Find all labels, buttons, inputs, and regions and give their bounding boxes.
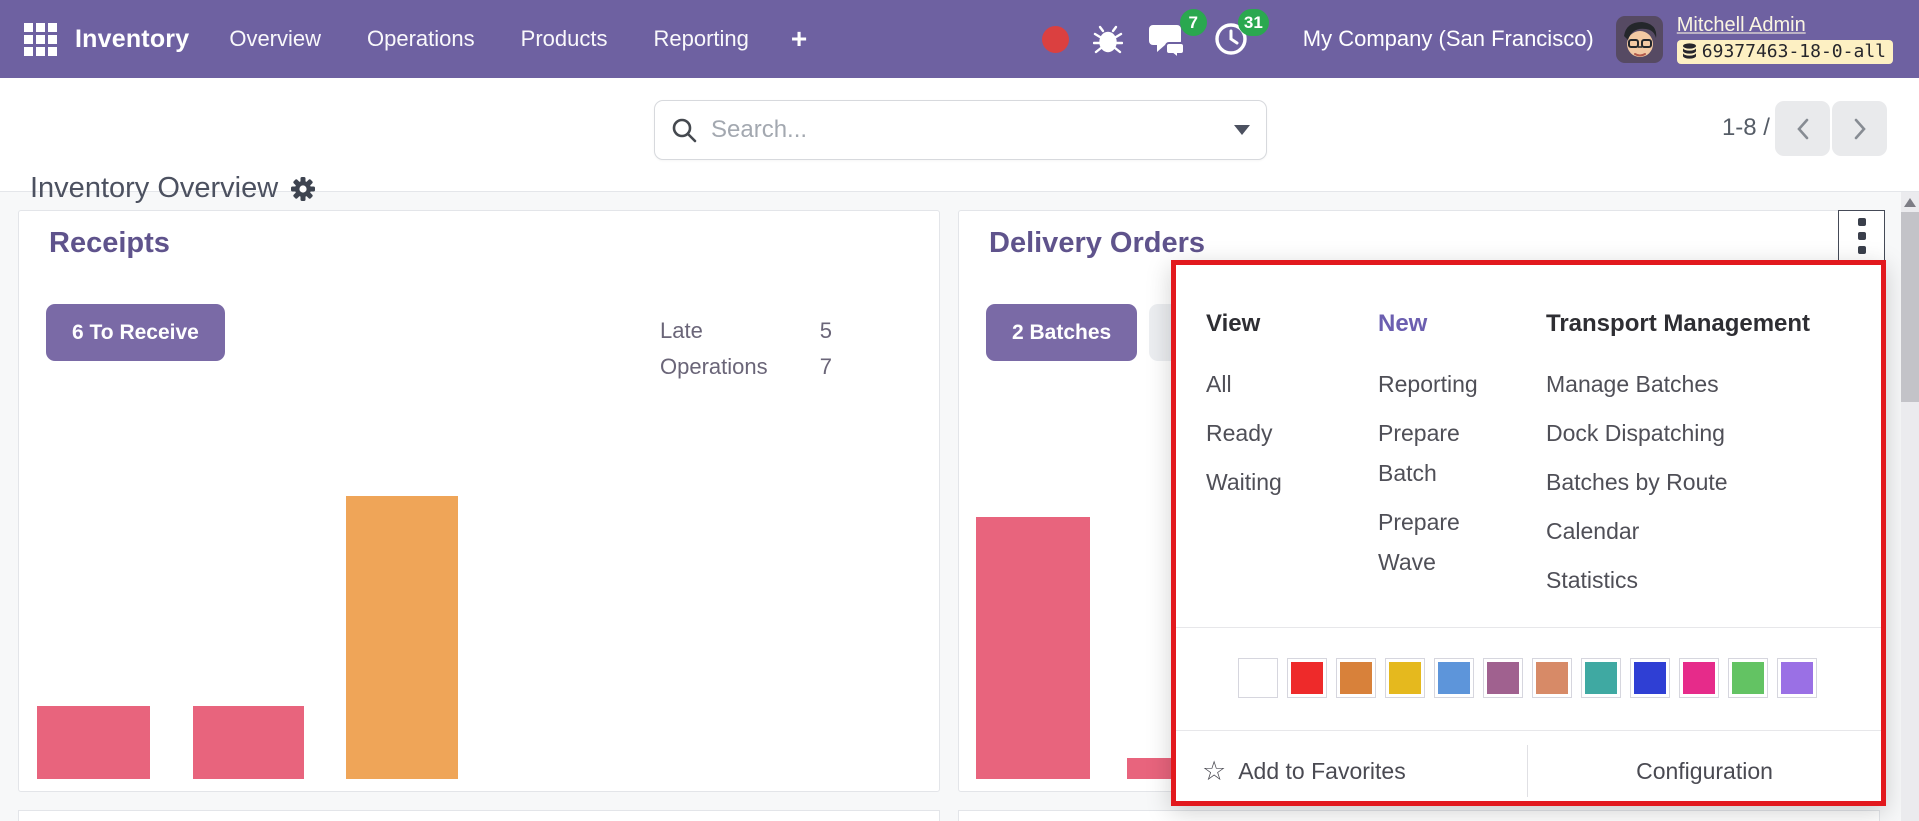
menu-item-prepare-batch[interactable]: Prepare Batch xyxy=(1378,420,1460,486)
database-icon xyxy=(1682,42,1696,59)
search-icon xyxy=(672,118,697,143)
debug-bug-icon[interactable] xyxy=(1092,23,1123,55)
breadcrumb: Inventory Overview xyxy=(30,172,316,205)
messages-icon[interactable]: 7 xyxy=(1148,9,1207,57)
color-swatch-11[interactable] xyxy=(1777,658,1817,698)
dropdown-section-view: View All Ready Waiting xyxy=(1206,310,1351,511)
menu-item-all[interactable]: All xyxy=(1206,371,1232,397)
menu-item-waiting[interactable]: Waiting xyxy=(1206,469,1282,495)
receipts-stats: Late 5 Operations 7 xyxy=(660,313,832,385)
menu-products[interactable]: Products xyxy=(520,26,608,51)
section-title-new: New xyxy=(1378,310,1428,337)
page-title: Inventory Overview xyxy=(30,172,279,204)
avatar[interactable] xyxy=(1615,15,1663,63)
user-menu[interactable]: Mitchell Admin 69377463-18-0-all xyxy=(1676,14,1893,64)
dropdown-footer: ☆ Add to Favorites Configuration xyxy=(1176,731,1881,811)
activities-clock-icon[interactable]: 31 xyxy=(1213,9,1269,57)
color-swatch-6[interactable] xyxy=(1532,658,1572,698)
scrollbar-thumb[interactable] xyxy=(1901,212,1919,402)
dropdown-section-transport: Transport Management Manage Batches Dock… xyxy=(1546,310,1876,609)
next-row-card-left xyxy=(18,810,940,821)
card-kebab-menu-button[interactable] xyxy=(1838,210,1885,261)
user-name[interactable]: Mitchell Admin xyxy=(1676,14,1806,36)
messages-count-badge: 7 xyxy=(1179,9,1207,36)
color-swatch-9[interactable] xyxy=(1679,658,1719,698)
dropdown-section-new: New Reporting Prepare Batch Prepare Wave xyxy=(1378,310,1510,591)
configuration-button[interactable]: Configuration xyxy=(1636,757,1773,784)
delivery-primary-button[interactable]: 2 Batches xyxy=(986,304,1138,361)
vertical-scrollbar[interactable] xyxy=(1901,192,1919,821)
menu-item-reporting[interactable]: Reporting xyxy=(1378,371,1478,397)
dropdown-divider xyxy=(1176,730,1881,731)
receipts-bar-chart xyxy=(19,359,939,779)
color-swatch-10[interactable] xyxy=(1728,658,1768,698)
menu-reporting[interactable]: Reporting xyxy=(653,26,749,51)
menu-operations[interactable]: Operations xyxy=(367,26,475,51)
chart-bar[interactable] xyxy=(346,496,458,779)
scroll-up-arrow-icon[interactable] xyxy=(1904,198,1916,207)
activities-count-badge: 31 xyxy=(1237,9,1269,36)
stat-operations[interactable]: Operations 7 xyxy=(660,354,832,379)
menu-item-calendar[interactable]: Calendar xyxy=(1546,518,1640,544)
menu-item-prepare-wave[interactable]: Prepare Wave xyxy=(1378,509,1460,575)
dropdown-divider xyxy=(1176,627,1881,628)
chart-bar[interactable] xyxy=(37,706,150,779)
menu-item-statistics[interactable]: Statistics xyxy=(1546,567,1639,593)
chart-bar[interactable] xyxy=(976,517,1090,779)
color-swatch-4[interactable] xyxy=(1434,658,1474,698)
delivery-card-title[interactable]: Delivery Orders xyxy=(989,227,1206,259)
top-navbar: Inventory Overview Operations Products R… xyxy=(0,0,1919,78)
plus-icon[interactable]: + xyxy=(790,23,808,54)
search-input[interactable] xyxy=(711,116,1224,144)
color-picker xyxy=(1238,658,1817,698)
color-swatch-7[interactable] xyxy=(1581,658,1621,698)
color-swatch-2[interactable] xyxy=(1336,658,1376,698)
menu-item-dock-dispatching[interactable]: Dock Dispatching xyxy=(1546,420,1725,446)
search-dropdown-caret-icon[interactable] xyxy=(1234,125,1250,135)
pager-previous-button[interactable] xyxy=(1775,101,1830,156)
company-switcher[interactable]: My Company (San Francisco) xyxy=(1302,26,1594,51)
stat-late[interactable]: Late 5 xyxy=(660,318,832,343)
delivery-bar-chart xyxy=(959,359,1879,779)
footer-divider xyxy=(1527,745,1528,797)
menu-item-batches-by-route[interactable]: Batches by Route xyxy=(1546,469,1728,495)
color-swatch-8[interactable] xyxy=(1630,658,1670,698)
database-badge: 69377463-18-0-all xyxy=(1676,40,1893,64)
color-swatch-1[interactable] xyxy=(1287,658,1327,698)
record-indicator-icon[interactable] xyxy=(1041,25,1069,53)
chart-bar[interactable] xyxy=(193,706,304,779)
menu-overview[interactable]: Overview xyxy=(229,26,322,51)
section-title-view: View xyxy=(1206,310,1261,337)
color-swatch-0[interactable] xyxy=(1238,658,1278,698)
gear-icon[interactable] xyxy=(290,176,316,202)
search-bar xyxy=(654,100,1267,160)
menu-item-ready[interactable]: Ready xyxy=(1206,420,1273,446)
section-title-transport-management: Transport Management xyxy=(1546,310,1811,337)
control-panel: Inventory Overview xyxy=(0,78,1919,204)
main-menu: Overview Operations Products Reporting xyxy=(229,26,749,52)
apps-grid-icon[interactable] xyxy=(24,22,57,56)
pager-next-button[interactable] xyxy=(1832,101,1887,156)
color-swatch-3[interactable] xyxy=(1385,658,1425,698)
card-options-dropdown: View All Ready Waiting New Reporting Pre… xyxy=(1171,260,1886,806)
receipts-card: Receipts 6 To Receive Late 5 Operations 7 xyxy=(18,210,940,792)
receipts-primary-button[interactable]: 6 To Receive xyxy=(46,304,225,361)
app-name[interactable]: Inventory xyxy=(75,24,190,53)
receipts-card-title[interactable]: Receipts xyxy=(49,227,170,259)
star-icon: ☆ xyxy=(1202,755,1227,786)
next-row-card-right xyxy=(958,810,1880,821)
color-swatch-5[interactable] xyxy=(1483,658,1523,698)
add-to-favorites-button[interactable]: ☆ Add to Favorites xyxy=(1202,755,1406,786)
chart-bar[interactable] xyxy=(1127,758,1173,779)
navbar-right: 7 31 My Company (San Francisco) xyxy=(1041,0,1919,78)
menu-item-manage-batches[interactable]: Manage Batches xyxy=(1546,371,1719,397)
